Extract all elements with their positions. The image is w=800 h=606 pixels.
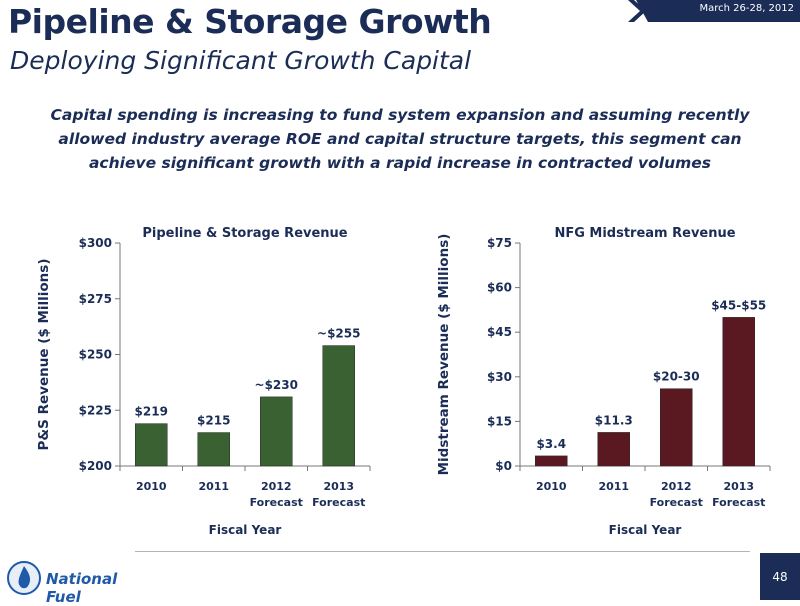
x-tick-label: Forecast [250, 496, 303, 509]
data-label: $11.3 [595, 413, 633, 427]
y-tick-label: $275 [79, 292, 112, 306]
y-tick-label: $60 [487, 281, 512, 295]
date-tab: March 26-28, 2012 [618, 0, 800, 22]
x-tick-label: 2013 [323, 480, 354, 493]
data-label: ~$255 [317, 327, 360, 341]
page-title: Pipeline & Storage Growth [8, 2, 492, 41]
y-axis-label: Midstream Revenue ($ Millions) [436, 234, 452, 476]
chart-title: NFG Midstream Revenue [554, 226, 735, 241]
y-axis-label: P&S Revenue ($ Millions) [36, 259, 52, 451]
x-tick-label: 2012 [661, 480, 692, 493]
midstream-chart: NFG Midstream Revenue $0 $15 $30 $45 $60 $75 Mi… [420, 220, 800, 550]
logo-text: National Fuel [46, 570, 118, 606]
x-tick-label: Forecast [650, 496, 703, 509]
date-tab-shape [628, 0, 800, 22]
x-tick-label: 2013 [723, 480, 754, 493]
y-tick-label: $225 [79, 403, 112, 417]
y-tick-label: $300 [79, 236, 112, 250]
bar [722, 317, 755, 467]
data-label: $215 [197, 414, 230, 428]
data-label: ~$230 [255, 378, 298, 392]
bar [260, 396, 293, 467]
y-tick-label: $30 [487, 370, 512, 384]
data-label: $20-30 [653, 370, 700, 384]
y-tick-label: $45 [487, 325, 512, 339]
x-tick-label: 2012 [261, 480, 292, 493]
pipeline-storage-chart: Pipeline & Storage Revenue $200 $225 $250 $2… [20, 220, 400, 550]
bar [660, 388, 693, 467]
y-tick-label: $15 [487, 414, 512, 428]
lead-text: Capital spending is increasing to fund s… [50, 106, 750, 172]
bar [197, 432, 230, 467]
x-axis-label: Fiscal Year [609, 523, 682, 537]
x-tick-label: Forecast [712, 496, 765, 509]
y-tick-label: $75 [487, 236, 512, 250]
x-tick-label: 2010 [536, 480, 567, 493]
flame-icon [7, 561, 41, 595]
company-logo: National Fuel [6, 560, 156, 606]
x-tick-label: 2011 [598, 480, 629, 493]
bar [535, 455, 568, 467]
chart-title: Pipeline & Storage Revenue [142, 226, 347, 241]
page-number: 48 [760, 553, 800, 600]
y-tick-label: $200 [79, 459, 112, 473]
date-text: March 26-28, 2012 [699, 3, 794, 14]
data-label: $219 [135, 405, 168, 419]
chart-svg: Pipeline & Storage Revenue $200 $225 $250 $2… [36, 226, 371, 537]
x-tick-label: 2010 [136, 480, 167, 493]
bar [322, 345, 355, 467]
data-label: $3.4 [536, 437, 566, 451]
x-tick-label: Forecast [312, 496, 365, 509]
page-subtitle: Deploying Significant Growth Capital [10, 46, 472, 75]
bar [135, 423, 168, 467]
y-tick-label: $250 [79, 348, 112, 362]
bar [597, 432, 630, 467]
x-axis-label: Fiscal Year [209, 523, 282, 537]
footer-divider [135, 551, 750, 552]
y-tick-label: $0 [495, 459, 512, 473]
data-label: $45-$55 [711, 298, 766, 312]
x-tick-label: 2011 [198, 480, 229, 493]
chart-svg: NFG Midstream Revenue $0 $15 $30 $45 $60 $75 Mi… [436, 226, 771, 537]
